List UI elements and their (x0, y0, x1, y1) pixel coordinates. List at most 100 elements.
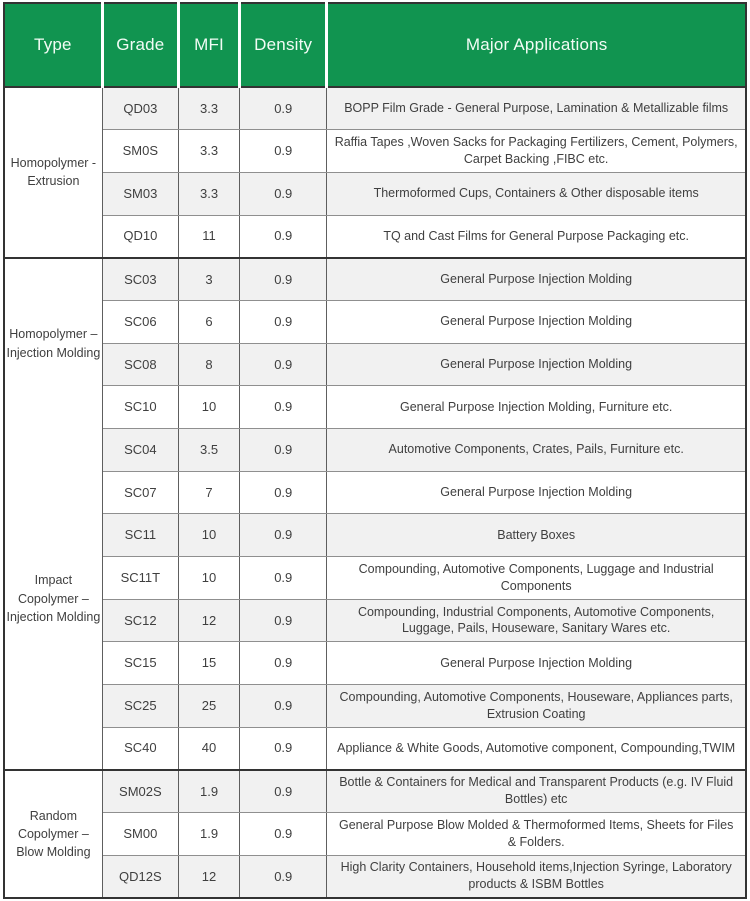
density-cell: 0.9 (239, 683, 328, 728)
applications-cell: TQ and Cast Films for General Purpose Pa… (326, 214, 747, 259)
applications-cell: Appliance & White Goods, Automotive comp… (326, 726, 747, 771)
applications-cell: General Purpose Injection Molding (326, 641, 747, 685)
grade-cell: SC08 (101, 342, 179, 387)
table-row: Homopolymer – Injection Molding SC03 3 0… (3, 256, 747, 429)
header-grade: Grade (100, 3, 179, 88)
grade-cell: SC25 (101, 683, 179, 728)
table-row: QD12S 12 0.9 High Clarity Containers, Ho… (4, 854, 747, 899)
density-cell: 0.9 (239, 768, 328, 813)
applications-cell: Automotive Components, Crates, Pails, Fu… (326, 427, 747, 472)
mfi-cell: 12 (177, 854, 241, 899)
grade-cell: QD12S (101, 854, 179, 899)
grade-cell: SC07 (101, 470, 179, 515)
applications-cell: General Purpose Blow Molded & Thermoform… (326, 811, 747, 856)
table-row: Impact Copolymer – Injection Molding SC0… (3, 427, 747, 771)
mfi-cell: 6 (177, 299, 241, 344)
header-major-applications: Major Applications (325, 3, 746, 88)
mfi-cell: 7 (177, 470, 241, 515)
header-row: Type Grade MFI Density Major Application… (4, 3, 746, 88)
density-cell: 0.9 (239, 513, 328, 557)
table-row: SM03 3.3 0.9 Thermoformed Cups, Containe… (4, 171, 747, 216)
applications-cell: Battery Boxes (326, 513, 747, 557)
density-cell: 0.9 (239, 811, 328, 856)
table-row: SC06 6 0.9 General Purpose Injection Mol… (4, 299, 747, 344)
table-row: SM0S 3.3 0.9 Raffia Tapes ,Woven Sacks f… (4, 129, 747, 173)
mfi-cell: 10 (177, 555, 241, 600)
mfi-cell: 11 (177, 214, 241, 259)
applications-cell: General Purpose Injection Molding (326, 256, 747, 301)
header-mfi: MFI (176, 3, 240, 88)
table-header: Type Grade MFI Density Major Application… (4, 3, 746, 88)
applications-cell: Compounding, Automotive Components, Hous… (326, 683, 747, 728)
applications-cell: Bottle & Containers for Medical and Tran… (326, 768, 747, 813)
header-type: Type (4, 3, 103, 88)
grade-cell: SM00 (101, 811, 179, 856)
mfi-cell: 3.5 (177, 427, 241, 472)
density-cell: 0.9 (239, 171, 328, 216)
table-row: QD10 11 0.9 TQ and Cast Films for Genera… (4, 214, 747, 259)
type-cell-homopolymer-injection-molding: Homopolymer – Injection Molding (3, 256, 103, 429)
density-cell: 0.9 (239, 598, 328, 643)
mfi-cell: 1.9 (177, 768, 241, 813)
table-row: SC11 10 0.9 Battery Boxes (4, 513, 747, 557)
mfi-cell: 40 (177, 726, 241, 771)
applications-cell: General Purpose Injection Molding (326, 342, 747, 387)
mfi-cell: 12 (177, 598, 241, 643)
type-cell-random-copolymer-blow-molding: Random Copolymer – Blow Molding (3, 768, 103, 899)
grade-cell: QD03 (101, 86, 179, 131)
type-cell-homopolymer-extrusion: Homopolymer - Extrusion (3, 86, 103, 259)
table-row: SC10 10 0.9 General Purpose Injection Mo… (4, 385, 747, 429)
mfi-cell: 1.9 (177, 811, 241, 856)
density-cell: 0.9 (239, 385, 328, 429)
mfi-cell: 15 (177, 641, 241, 685)
grade-cell: SC40 (101, 726, 179, 771)
density-cell: 0.9 (239, 555, 328, 600)
density-cell: 0.9 (239, 470, 328, 515)
applications-cell: Compounding, Industrial Components, Auto… (326, 598, 747, 643)
grade-cell: SC11T (101, 555, 179, 600)
product-grades-table: Type Grade MFI Density Major Application… (3, 2, 747, 899)
grade-cell: SC11 (101, 513, 179, 557)
applications-cell: General Purpose Injection Molding (326, 299, 747, 344)
grade-cell: SC10 (101, 385, 179, 429)
grade-cell: QD10 (101, 214, 179, 259)
grade-cell: SC06 (101, 299, 179, 344)
mfi-cell: 3 (177, 256, 241, 301)
grade-cell: SM0S (101, 129, 179, 173)
density-cell: 0.9 (239, 427, 328, 472)
type-cell-impact-copolymer-injection-molding: Impact Copolymer – Injection Molding (3, 428, 103, 771)
density-cell: 0.9 (239, 214, 328, 259)
mfi-cell: 3.3 (177, 86, 241, 131)
mfi-cell: 25 (177, 683, 241, 728)
grade-cell: SC04 (101, 427, 179, 472)
table-row: SC12 12 0.9 Compounding, Industrial Comp… (4, 598, 747, 643)
density-cell: 0.9 (239, 299, 328, 344)
grade-cell: SC15 (101, 641, 179, 685)
density-cell: 0.9 (239, 256, 328, 301)
applications-cell: General Purpose Injection Molding (326, 470, 747, 515)
table-row: SC15 15 0.9 General Purpose Injection Mo… (4, 641, 747, 685)
density-cell: 0.9 (239, 641, 328, 685)
table-row: SM00 1.9 0.9 General Purpose Blow Molded… (4, 811, 747, 856)
header-density: Density (238, 3, 327, 88)
mfi-cell: 3.3 (177, 171, 241, 216)
grade-cell: SC03 (101, 256, 179, 301)
mfi-cell: 10 (177, 513, 241, 557)
applications-cell: Thermoformed Cups, Containers & Other di… (326, 171, 747, 216)
table-row: SC07 7 0.9 General Purpose Injection Mol… (4, 470, 747, 515)
density-cell: 0.9 (239, 854, 328, 899)
density-cell: 0.9 (239, 726, 328, 771)
density-cell: 0.9 (239, 86, 328, 131)
applications-cell: Compounding, Automotive Components, Lugg… (326, 555, 747, 600)
table-row: SC40 40 0.9 Appliance & White Goods, Aut… (4, 726, 747, 771)
table-row: SC11T 10 0.9 Compounding, Automotive Com… (4, 555, 747, 600)
mfi-cell: 8 (177, 342, 241, 387)
table-row: SC25 25 0.9 Compounding, Automotive Comp… (4, 683, 747, 728)
grade-cell: SM02S (101, 768, 179, 813)
mfi-cell: 10 (177, 385, 241, 429)
grade-cell: SM03 (101, 171, 179, 216)
density-cell: 0.9 (239, 129, 328, 173)
table-row: SC08 8 0.9 General Purpose Injection Mol… (4, 342, 747, 387)
table-body: Homopolymer - Extrusion QD03 3.3 0.9 BOP… (3, 86, 747, 899)
